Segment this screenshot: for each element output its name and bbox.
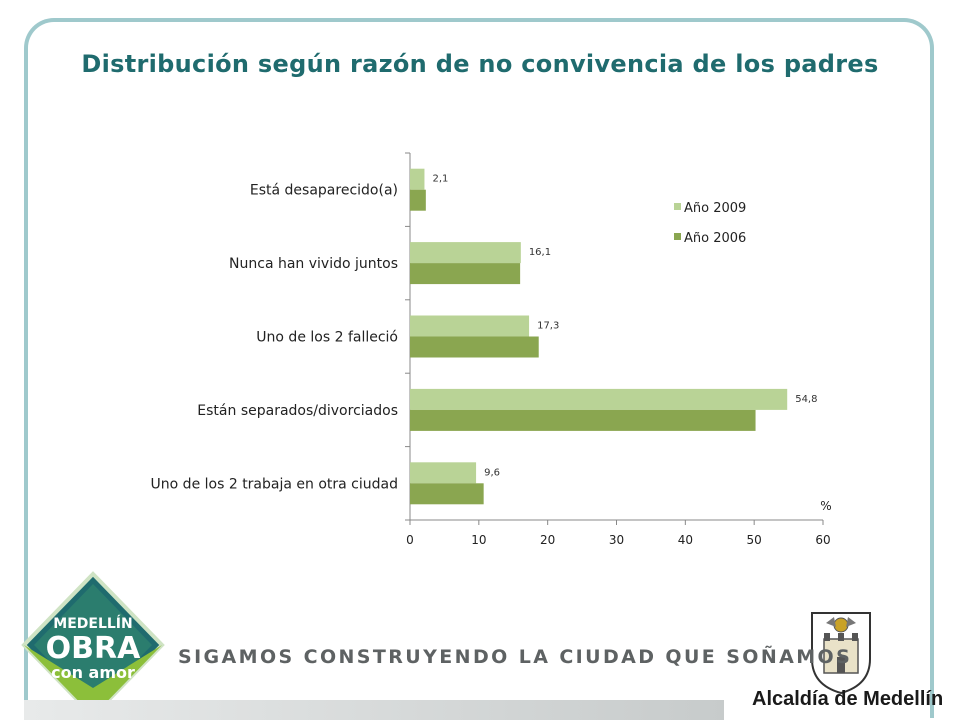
data-label-2009: 16,1 [529,247,551,258]
x-tick-label: 30 [609,533,624,547]
footer-band [24,700,724,720]
legend-label: Año 2009 [684,201,746,216]
bar-2006 [410,483,484,505]
logo-text-con-amor: con amor [51,663,135,682]
category-label: Uno de los 2 falleció [256,330,398,346]
logo-text-obra: OBRA [46,631,141,666]
bar-2009 [410,168,425,190]
x-tick-label: 50 [747,533,762,547]
bar-2006 [410,409,756,431]
logo-text-medellin: MEDELLÍN [53,615,132,632]
legend-swatch [674,203,681,210]
alcaldia-name: Alcaldía de Medellín [752,688,944,710]
unit-label: % [820,499,831,513]
x-tick-label: 20 [540,533,555,547]
data-label-2009: 17,3 [537,321,559,332]
category-label: Están separados/divorciados [197,403,398,419]
bar-2006 [410,263,521,285]
bar-2006 [410,336,539,358]
x-tick-label: 60 [815,533,830,547]
x-tick-label: 40 [678,533,693,547]
bar-2006 [410,189,426,211]
x-tick-label: 0 [406,533,414,547]
data-label-2009: 2,1 [432,174,448,185]
category-label: Está desaparecido(a) [250,183,398,199]
data-label-2009: 54,8 [795,394,817,405]
data-label-2009: 9,6 [484,467,500,478]
medellin-coat-of-arms [811,612,871,695]
category-label: Nunca han vivido juntos [229,256,398,272]
slide-title: Distribución según razón de no convivenc… [81,50,879,78]
bar-2009 [410,388,788,410]
slogan-text: SIGAMOS CONSTRUYENDO LA CIUDAD QUE SOÑAM… [178,646,853,668]
slide-frame [24,18,934,718]
legend-swatch [674,233,681,240]
bar-2009 [410,462,477,484]
legend-label: Año 2006 [684,231,746,246]
bar-2009 [410,242,521,264]
x-tick-label: 10 [471,533,486,547]
bar-2009 [410,315,530,337]
category-label: Uno de los 2 trabaja en otra ciudad [151,476,398,492]
bar-chart: 0 10 20 30 40 50 60 2,1 Está desaparecido(a) 16,1… [151,152,832,547]
